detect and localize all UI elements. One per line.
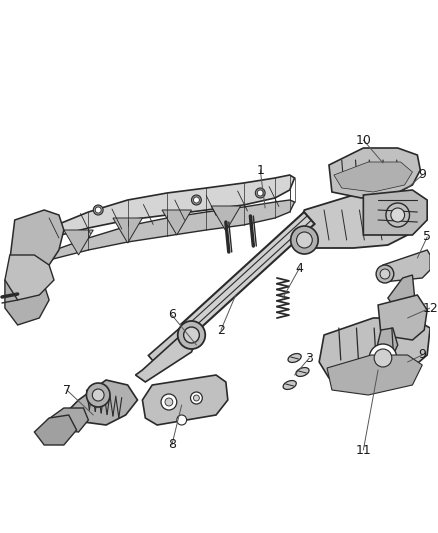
Circle shape xyxy=(297,232,312,248)
Text: 5: 5 xyxy=(423,230,431,244)
Circle shape xyxy=(194,395,199,401)
Polygon shape xyxy=(67,380,138,425)
Circle shape xyxy=(184,327,199,343)
Polygon shape xyxy=(375,328,398,360)
Circle shape xyxy=(386,203,410,227)
Polygon shape xyxy=(211,206,240,231)
Circle shape xyxy=(255,188,265,198)
Circle shape xyxy=(161,394,177,410)
Polygon shape xyxy=(135,330,196,382)
Polygon shape xyxy=(383,250,430,282)
Text: 2: 2 xyxy=(217,324,225,336)
Circle shape xyxy=(177,415,187,425)
Text: 10: 10 xyxy=(355,133,371,147)
Text: 7: 7 xyxy=(63,384,71,397)
Circle shape xyxy=(391,208,405,222)
Text: 6: 6 xyxy=(168,309,176,321)
Circle shape xyxy=(194,197,199,203)
Ellipse shape xyxy=(288,353,301,362)
Polygon shape xyxy=(329,148,420,198)
Polygon shape xyxy=(142,375,228,425)
Circle shape xyxy=(257,190,263,196)
Circle shape xyxy=(376,265,394,283)
Polygon shape xyxy=(21,175,295,248)
Polygon shape xyxy=(295,195,413,248)
Text: 9: 9 xyxy=(418,349,426,361)
Polygon shape xyxy=(64,230,93,255)
Text: 4: 4 xyxy=(296,262,304,274)
Circle shape xyxy=(93,205,103,215)
Polygon shape xyxy=(378,295,427,340)
Circle shape xyxy=(291,226,318,254)
Text: 1: 1 xyxy=(256,164,264,176)
Polygon shape xyxy=(148,326,191,365)
Circle shape xyxy=(380,269,390,279)
Circle shape xyxy=(191,195,201,205)
Polygon shape xyxy=(364,190,427,235)
Circle shape xyxy=(165,398,173,406)
Circle shape xyxy=(374,349,392,367)
Text: 11: 11 xyxy=(356,443,371,456)
Ellipse shape xyxy=(283,381,296,390)
Polygon shape xyxy=(5,278,49,325)
Text: 3: 3 xyxy=(305,351,313,365)
Polygon shape xyxy=(47,408,88,432)
Polygon shape xyxy=(113,218,142,243)
Text: 12: 12 xyxy=(422,302,438,314)
Circle shape xyxy=(86,383,110,407)
Polygon shape xyxy=(181,212,314,336)
Circle shape xyxy=(191,392,202,404)
Polygon shape xyxy=(162,210,191,235)
Circle shape xyxy=(92,389,104,401)
Polygon shape xyxy=(34,415,77,445)
Polygon shape xyxy=(319,318,430,382)
Circle shape xyxy=(369,344,397,372)
Circle shape xyxy=(178,321,205,349)
Polygon shape xyxy=(5,255,54,300)
Circle shape xyxy=(95,207,101,213)
Text: 9: 9 xyxy=(418,168,426,182)
Polygon shape xyxy=(21,200,295,270)
Polygon shape xyxy=(327,355,422,395)
Polygon shape xyxy=(334,162,413,192)
Polygon shape xyxy=(388,275,414,312)
Text: 8: 8 xyxy=(168,439,176,451)
Ellipse shape xyxy=(296,368,309,376)
Polygon shape xyxy=(10,210,64,275)
